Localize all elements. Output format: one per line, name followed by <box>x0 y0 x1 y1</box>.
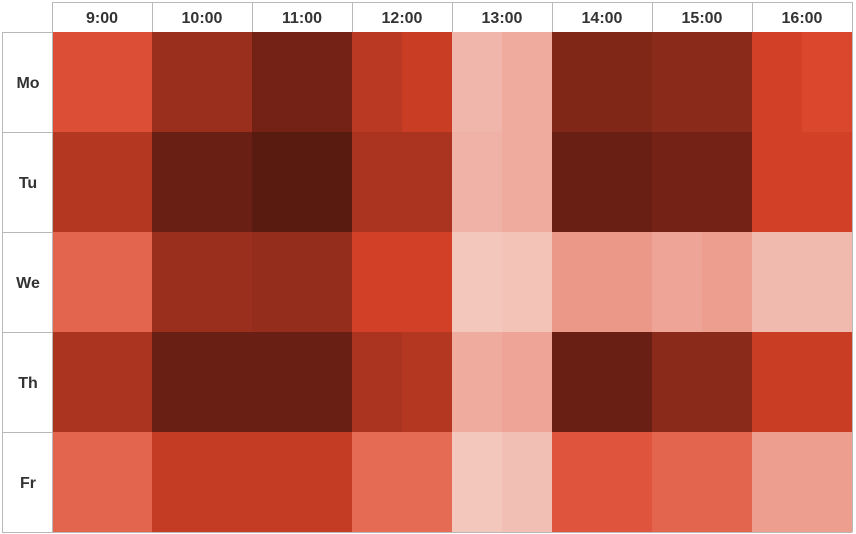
heatmap-cell <box>202 432 253 533</box>
y-tick-label: Mo <box>16 75 39 92</box>
heatmap-cell <box>252 432 303 533</box>
heatmap-cell <box>52 232 103 333</box>
heatmap-cell <box>402 332 453 433</box>
heatmap-cell <box>652 332 703 433</box>
heatmap-cell <box>552 332 603 433</box>
heatmap-cell <box>102 232 153 333</box>
heatmap-cell <box>402 432 453 533</box>
heatmap-cell <box>52 132 103 233</box>
heatmap-cell <box>752 432 803 533</box>
heatmap-cell <box>652 32 703 133</box>
heatmap-cells <box>52 32 853 533</box>
heatmap-cell <box>502 32 553 133</box>
heatmap-cell <box>302 232 353 333</box>
heatmap-cell <box>252 132 303 233</box>
heatmap-cell <box>552 132 603 233</box>
heatmap-cell <box>602 132 653 233</box>
heatmap-cell <box>702 232 753 333</box>
heatmap-cell <box>752 32 803 133</box>
heatmap-cell <box>302 432 353 533</box>
heatmap-cell <box>652 132 703 233</box>
heatmap-cell <box>352 32 403 133</box>
heatmap-cell <box>352 432 403 533</box>
y-axis-ticks: Mo Tu We Th Fr <box>16 75 40 492</box>
heatmap-cell <box>752 132 803 233</box>
heatmap-cell <box>52 32 103 133</box>
heatmap-cell <box>752 232 803 333</box>
heatmap-cell <box>252 232 303 333</box>
heatmap-cell <box>752 332 803 433</box>
heatmap-cell <box>202 232 253 333</box>
heatmap-cell <box>152 432 203 533</box>
heatmap-cell <box>152 232 203 333</box>
heatmap-cell <box>402 32 453 133</box>
y-tick-label: Tu <box>19 175 37 192</box>
x-axis-ticks: 9:00 10:00 11:00 12:00 13:00 14:00 15:00 16:00 <box>86 10 823 27</box>
heatmap-cell <box>802 432 853 533</box>
heatmap-cell <box>252 332 303 433</box>
x-tick-label: 12:00 <box>382 10 423 27</box>
x-tick-label: 15:00 <box>682 10 723 27</box>
heatmap-cell <box>502 332 553 433</box>
heatmap-cell <box>452 132 503 233</box>
heatmap-cell <box>202 32 253 133</box>
heatmap-cell <box>552 432 603 533</box>
heatmap-cell <box>452 32 503 133</box>
heatmap-cell <box>52 432 103 533</box>
heatmap-cell <box>302 332 353 433</box>
heatmap-cell <box>702 432 753 533</box>
heatmap-cell <box>802 32 853 133</box>
heatmap-cell <box>352 132 403 233</box>
heatmap-cell <box>152 132 203 233</box>
heatmap-cell <box>702 132 753 233</box>
heatmap-cell <box>452 432 503 533</box>
heatmap-cell <box>802 132 853 233</box>
heatmap-cell <box>652 232 703 333</box>
heatmap-cell <box>502 232 553 333</box>
y-tick-label: We <box>16 275 40 292</box>
heatmap-cell <box>652 432 703 533</box>
heatmap-cell <box>202 132 253 233</box>
heatmap-cell <box>452 332 503 433</box>
y-tick-label: Fr <box>20 475 36 492</box>
heatmap-cell <box>402 132 453 233</box>
heatmap-cell <box>352 332 403 433</box>
x-tick-label: 9:00 <box>86 10 118 27</box>
heatmap-cell <box>602 232 653 333</box>
heatmap-cell <box>352 232 403 333</box>
x-tick-label: 11:00 <box>282 10 322 27</box>
y-tick-label: Th <box>18 375 38 392</box>
heatmap-cell <box>452 232 503 333</box>
heatmap-cell <box>252 32 303 133</box>
x-tick-label: 16:00 <box>782 10 823 27</box>
heatmap-cell <box>702 332 753 433</box>
heatmap-cell <box>302 132 353 233</box>
heatmap-cell <box>402 232 453 333</box>
heatmap-cell <box>102 332 153 433</box>
heatmap-cell <box>552 32 603 133</box>
heatmap-cell <box>152 32 203 133</box>
heatmap-cell <box>502 132 553 233</box>
heatmap-cell <box>802 232 853 333</box>
heatmap-cell <box>302 32 353 133</box>
heatmap-cell <box>602 432 653 533</box>
heatmap-cell <box>52 332 103 433</box>
heatmap-cell <box>202 332 253 433</box>
heatmap-cell <box>102 432 153 533</box>
heatmap-cell <box>602 332 653 433</box>
heatmap-cell <box>152 332 203 433</box>
heatmap-cell <box>702 32 753 133</box>
heatmap-cell <box>802 332 853 433</box>
x-tick-label: 13:00 <box>482 10 523 27</box>
heatmap-cell <box>102 32 153 133</box>
x-tick-label: 10:00 <box>182 10 223 27</box>
heatmap-cell <box>102 132 153 233</box>
heatmap-cell <box>552 232 603 333</box>
heatmap-cell <box>602 32 653 133</box>
x-tick-label: 14:00 <box>582 10 623 27</box>
heatmap-cell <box>502 432 553 533</box>
